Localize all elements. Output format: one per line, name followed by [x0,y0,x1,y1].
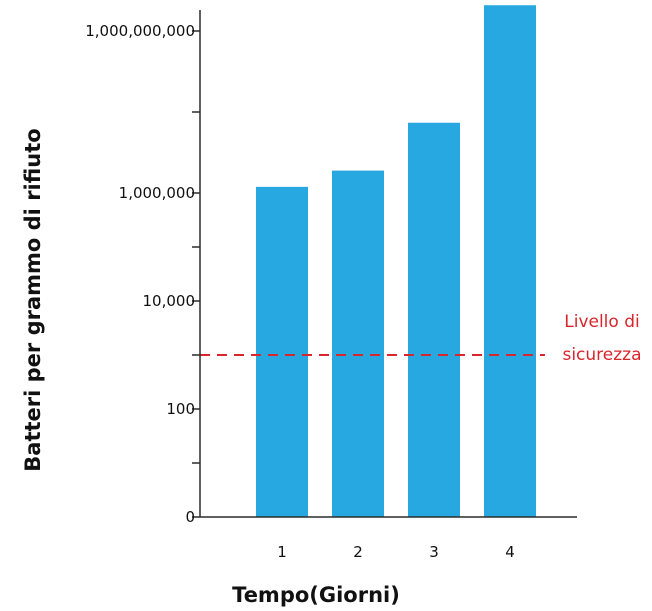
threshold-group: Livello di sicurezza [200,312,642,365]
y-tick-label: 1,000,000 [119,184,195,202]
x-tick-label: 4 [505,543,515,561]
x-tick-label: 1 [277,543,287,561]
safety-threshold-label: Livello di sicurezza [562,312,641,365]
bar-day-3 [408,122,460,517]
x-tick-label: 3 [429,543,439,561]
threshold-label-line: Livello di [564,312,639,332]
y-tick-label: 10,000 [143,292,196,310]
y-axis-ticks: 0 100 10,000 1,000,000 1,000,000,000 [85,22,200,526]
bar-day-1 [256,186,308,518]
bar-day-4 [484,5,536,518]
bars [256,5,536,518]
y-tick-label: 1,000,000,000 [85,22,195,40]
threshold-label-line: sicurezza [562,345,641,365]
y-tick-label: 0 [185,508,195,526]
x-axis-ticks: 1 2 3 4 [277,543,515,561]
y-axis-title: Batteri per grammo di rifiuto [21,128,45,471]
bar-day-2 [332,170,384,518]
y-tick-label: 100 [166,400,195,418]
x-tick-label: 2 [353,543,363,561]
x-axis-title: Tempo(Giorni) [232,583,400,607]
axes [199,10,577,518]
